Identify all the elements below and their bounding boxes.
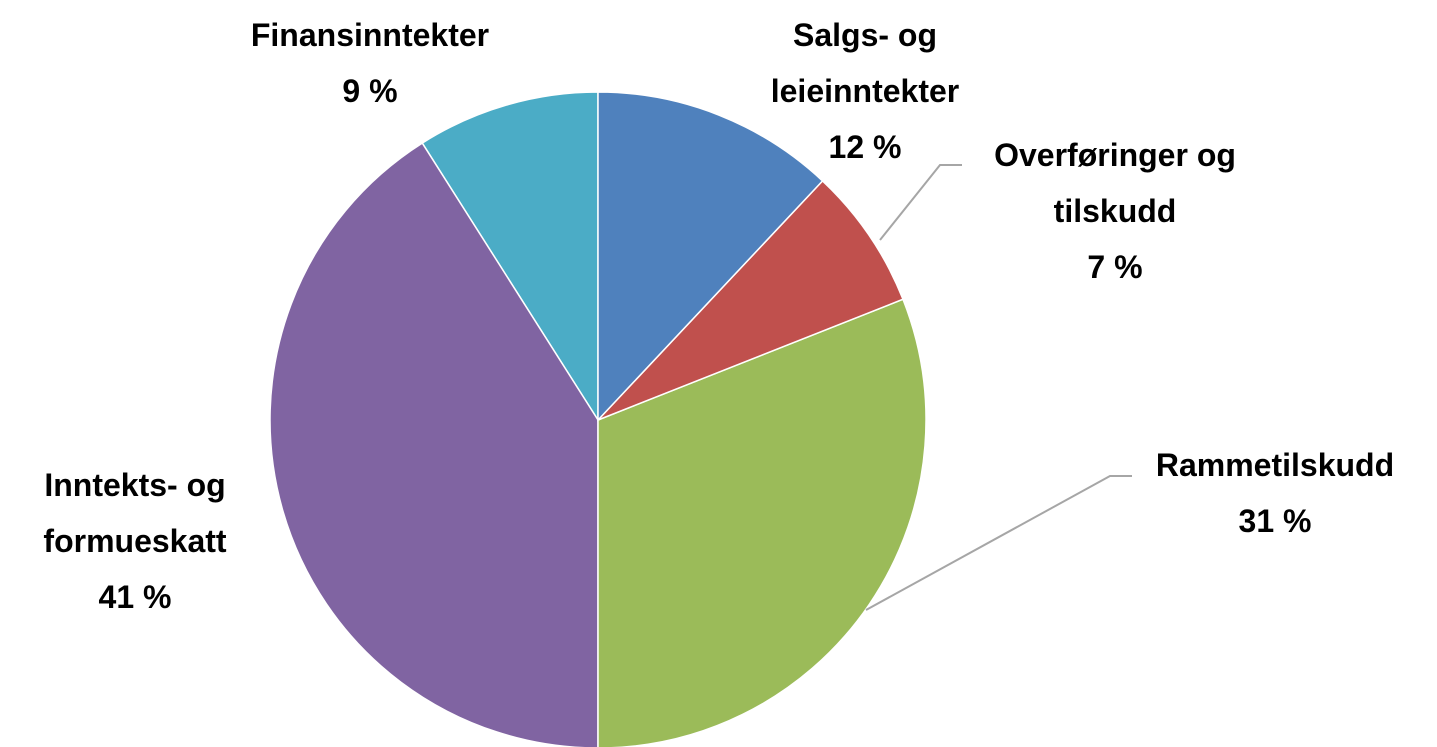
- slice-label: Rammetilskudd 31 %: [1115, 437, 1435, 549]
- pie-slice: [597, 298, 927, 747]
- leader-line: [879, 164, 962, 241]
- pie-slice: [269, 142, 599, 747]
- pie-slice: [597, 179, 904, 421]
- category-label: Finansinntekter: [250, 17, 490, 53]
- slice-label: Overføringer og tilskudd 7 %: [955, 127, 1275, 295]
- slice-label: Finansinntekter 9 %: [210, 7, 530, 119]
- value-label: 9 %: [342, 73, 398, 109]
- leader-line: [865, 475, 1132, 611]
- slice-label: Inntekts- og formueskatt 41 %: [10, 457, 260, 625]
- pie-slice: [421, 91, 599, 423]
- slice-label: Salgs- og leieinntekter 12 %: [730, 7, 1000, 175]
- value-label: 41 %: [98, 579, 172, 615]
- value-label: 7 %: [1087, 249, 1143, 285]
- value-label: 31 %: [1238, 503, 1312, 539]
- category-label: Overføringer og tilskudd: [994, 137, 1236, 229]
- category-label: Inntekts- og formueskatt: [43, 467, 227, 559]
- value-label: 12 %: [828, 129, 902, 165]
- category-label: Salgs- og leieinntekter: [770, 17, 960, 109]
- category-label: Rammetilskudd: [1155, 447, 1395, 483]
- pie-slice: [597, 91, 824, 422]
